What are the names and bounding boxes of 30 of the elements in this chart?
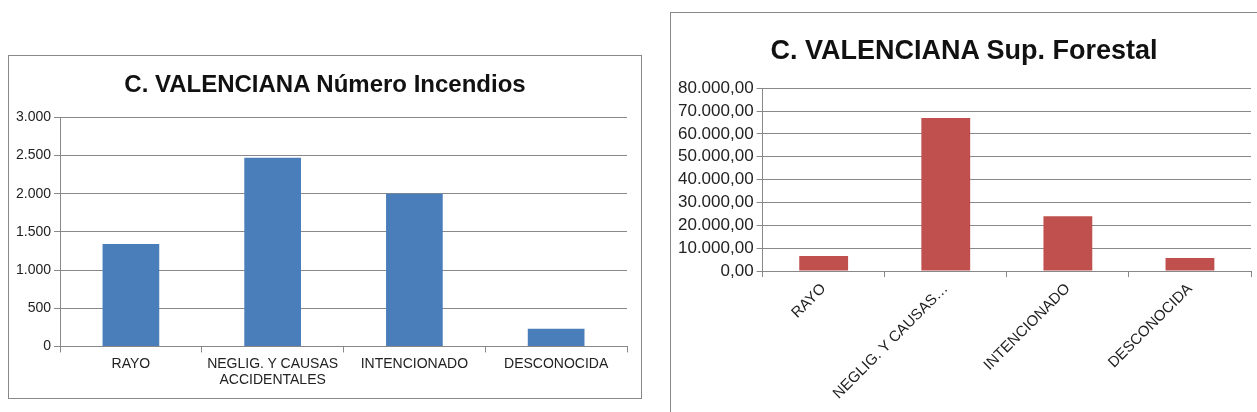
y-tick-label: 50.000,00 — [677, 146, 754, 166]
y-tick-label: 1.500 — [15, 222, 52, 239]
bar — [102, 244, 160, 346]
y-tick-label: 40.000,00 — [677, 169, 754, 189]
y-tick-label: 20.000,00 — [677, 215, 754, 235]
y-tick-label: 0,00 — [720, 260, 754, 280]
y-tick-label: 0 — [43, 337, 52, 354]
y-tick-label: 1.000 — [15, 260, 52, 277]
bar — [386, 193, 443, 346]
bar — [1165, 258, 1215, 271]
y-tick-label: 80.000,00 — [677, 77, 754, 97]
chart-title: C. VALENCIANA Número Incendios — [123, 69, 527, 99]
x-tick-label: NEGLIG. Y CAUSAS ACCIDENTALES — [207, 354, 339, 388]
x-tick-label: INTENCIONADO — [360, 354, 469, 371]
bar — [921, 117, 971, 271]
y-tick-label: 500 — [27, 299, 52, 316]
bar — [1043, 216, 1093, 271]
bar — [244, 157, 301, 346]
y-tick-label: 70.000,00 — [677, 100, 754, 120]
chart-title: C. VALENCIANA Sup. Forestal — [769, 34, 1159, 67]
bar — [527, 328, 585, 346]
x-tick-label: RAYO — [111, 354, 151, 371]
y-tick-label: 60.000,00 — [677, 123, 754, 143]
y-tick-label: 10.000,00 — [677, 237, 754, 257]
y-tick-label: 2.500 — [15, 146, 52, 163]
y-tick-label: 30.000,00 — [677, 192, 754, 212]
y-tick-label: 2.000 — [15, 184, 52, 201]
x-tick-label: DESCONOCIDA — [504, 354, 609, 371]
y-tick-label: 3.000 — [15, 108, 52, 125]
bar — [799, 255, 849, 271]
